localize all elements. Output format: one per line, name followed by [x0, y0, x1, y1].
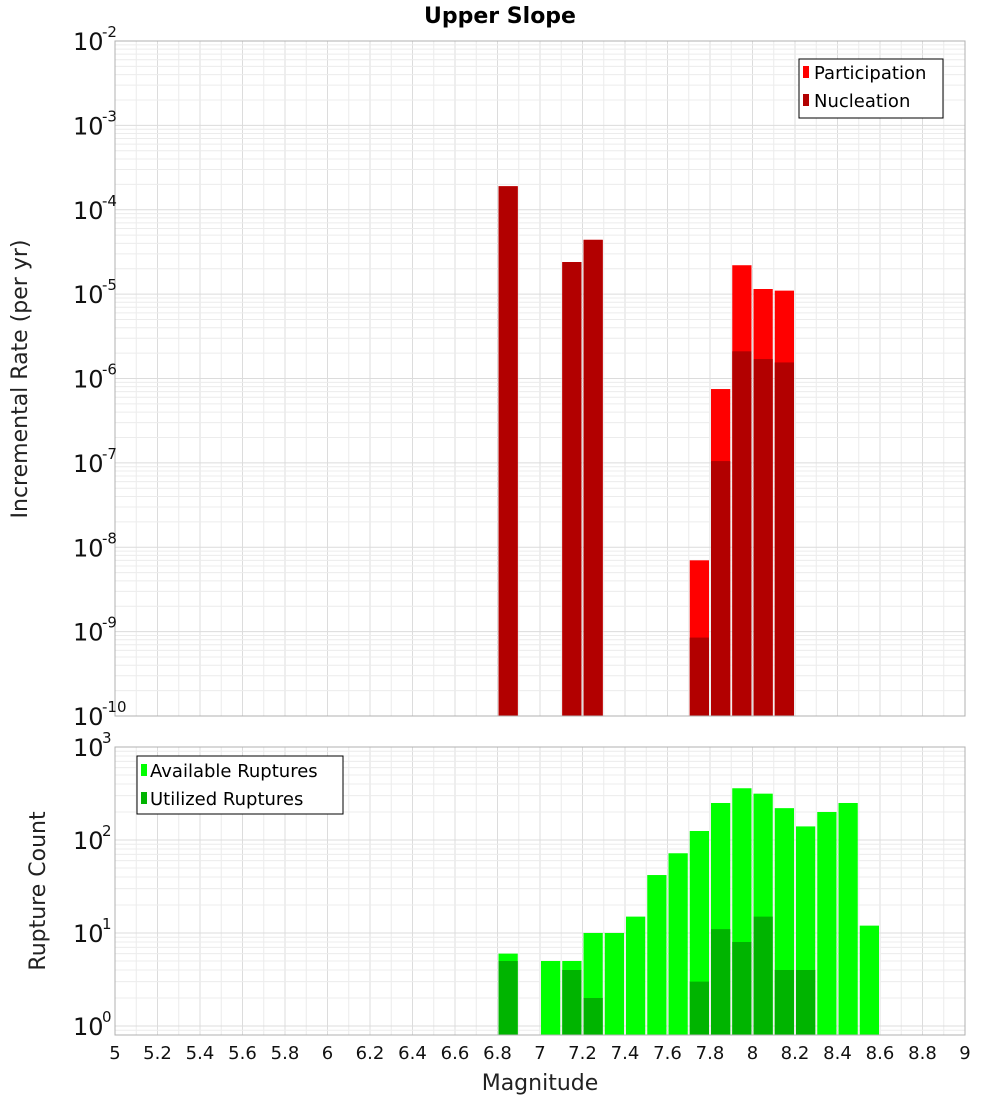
top-ytick-exponent: -8: [102, 529, 117, 547]
x-tick-label: 7.2: [568, 1043, 597, 1064]
top-bar-nucleation: [711, 461, 731, 716]
top-ytick-base: 10: [73, 197, 104, 225]
top-ytick-exponent: -9: [102, 614, 117, 632]
top-legend: Participation Nucleation: [798, 58, 944, 119]
bottom-bar-available-ruptures: [668, 853, 688, 1035]
top-ytick-base: 10: [73, 112, 104, 140]
top-bar-nucleation: [583, 239, 603, 716]
x-tick-label: 7.8: [696, 1043, 725, 1064]
bottom-ytick-exponent: 1: [102, 915, 112, 933]
x-tick-label: 5.2: [143, 1043, 172, 1064]
bottom-bar-utilized-ruptures: [498, 960, 518, 1035]
bottom-ytick-exponent: 0: [102, 1008, 112, 1026]
bottom-bar-available-ruptures: [817, 812, 837, 1035]
top-ytick-base: 10: [73, 28, 104, 56]
top-ytick-exponent: -10: [102, 698, 127, 716]
x-tick-label: 5.8: [271, 1043, 300, 1064]
top-ytick-exponent: -3: [102, 107, 117, 125]
top-ytick-exponent: -4: [102, 192, 117, 210]
bottom-plot-area: [114, 746, 966, 1036]
bottom-y-axis-label: Rupture Count: [26, 811, 51, 971]
x-tick-label: 8.2: [781, 1043, 810, 1064]
top-bar-nucleation: [562, 262, 582, 716]
bottom-bar-utilized-ruptures: [711, 929, 731, 1035]
top-ytick-base: 10: [73, 534, 104, 562]
bottom-ytick-base: 10: [73, 920, 104, 948]
top-bar-nucleation: [732, 351, 752, 716]
top-ytick-base: 10: [73, 619, 104, 647]
x-tick-label: 8.8: [908, 1043, 937, 1064]
chart-title: Upper Slope: [424, 4, 576, 29]
bottom-ytick-base: 10: [73, 827, 104, 855]
x-tick-label: 8.4: [823, 1043, 852, 1064]
top-ytick-exponent: -7: [102, 445, 117, 463]
x-tick-label: 6: [322, 1043, 333, 1064]
x-tick-label: 5: [109, 1043, 120, 1064]
top-ytick-exponent: -2: [102, 23, 117, 41]
bottom-bar-utilized-ruptures: [562, 969, 582, 1035]
legend-label-available: Available Ruptures: [150, 761, 318, 782]
x-tick-label: 5.4: [186, 1043, 215, 1064]
top-ytick-base: 10: [73, 281, 104, 309]
top-ytick-base: 10: [73, 450, 104, 478]
legend-swatch-utilized: [141, 792, 147, 804]
bottom-plot-bars: [498, 788, 879, 1035]
x-tick-label: 8.6: [866, 1043, 895, 1064]
top-ytick-exponent: -6: [102, 361, 117, 379]
bottom-ytick-base: 10: [73, 1013, 104, 1041]
x-tick-label: 6.6: [441, 1043, 470, 1064]
top-ytick-base: 10: [73, 703, 104, 731]
bottom-bar-utilized-ruptures: [796, 969, 816, 1035]
bottom-bar-utilized-ruptures: [583, 997, 603, 1035]
bottom-bar-utilized-ruptures: [689, 981, 709, 1035]
bottom-ytick-exponent: 2: [102, 822, 112, 840]
x-tick-label: 6.8: [483, 1043, 512, 1064]
x-tick-label: 5.6: [228, 1043, 257, 1064]
top-ytick-base: 10: [73, 366, 104, 394]
top-bar-nucleation: [753, 359, 773, 716]
legend-label-utilized: Utilized Ruptures: [150, 789, 303, 810]
top-bar-nucleation: [774, 362, 794, 716]
bottom-ytick-exponent: 3: [102, 729, 112, 747]
bottom-legend: Available Ruptures Utilized Ruptures: [136, 755, 344, 815]
x-tick-label: 8: [747, 1043, 758, 1064]
x-tick-label: 6.2: [356, 1043, 385, 1064]
bottom-bar-available-ruptures: [647, 875, 667, 1035]
bottom-ytick-base: 10: [73, 734, 104, 762]
top-legend-box: [798, 58, 944, 119]
top-y-axis-label: Incremental Rate (per yr): [8, 240, 33, 519]
x-tick-label: 7: [534, 1043, 545, 1064]
legend-label-participation: Participation: [814, 63, 926, 84]
bottom-bar-available-ruptures: [604, 932, 624, 1035]
x-tick-label: 9: [959, 1043, 970, 1064]
legend-swatch-participation: [803, 66, 809, 78]
top-bar-nucleation: [689, 637, 709, 716]
bottom-legend-box: [136, 755, 344, 815]
x-axis-label: Magnitude: [482, 1071, 599, 1096]
bottom-bar-available-ruptures: [626, 916, 646, 1035]
bottom-bar-utilized-ruptures: [732, 942, 752, 1035]
bottom-bar-available-ruptures: [859, 925, 879, 1035]
bottom-bar-available-ruptures: [541, 960, 561, 1035]
top-bar-nucleation: [498, 186, 518, 716]
top-ytick-exponent: -5: [102, 276, 117, 294]
x-tick-label: 6.4: [398, 1043, 427, 1064]
top-plot-bars: [498, 186, 794, 716]
legend-swatch-available: [141, 764, 147, 776]
x-tick-label: 7.4: [611, 1043, 640, 1064]
bottom-bar-utilized-ruptures: [753, 916, 773, 1035]
legend-label-nucleation: Nucleation: [814, 91, 910, 112]
x-tick-label: 7.6: [653, 1043, 682, 1064]
legend-swatch-nucleation: [803, 94, 809, 106]
x-axis-ticks: 5 5.2 5.4 5.6 5.8 6 6.2 6.4 6.6 6.8 7 7.2 7.4 7.6 7.8 8…: [109, 1043, 970, 1064]
bottom-bar-available-ruptures: [838, 802, 858, 1035]
bottom-bar-utilized-ruptures: [774, 969, 794, 1035]
top-plot-area: [114, 40, 966, 717]
top-plot-grid: [114, 40, 966, 717]
